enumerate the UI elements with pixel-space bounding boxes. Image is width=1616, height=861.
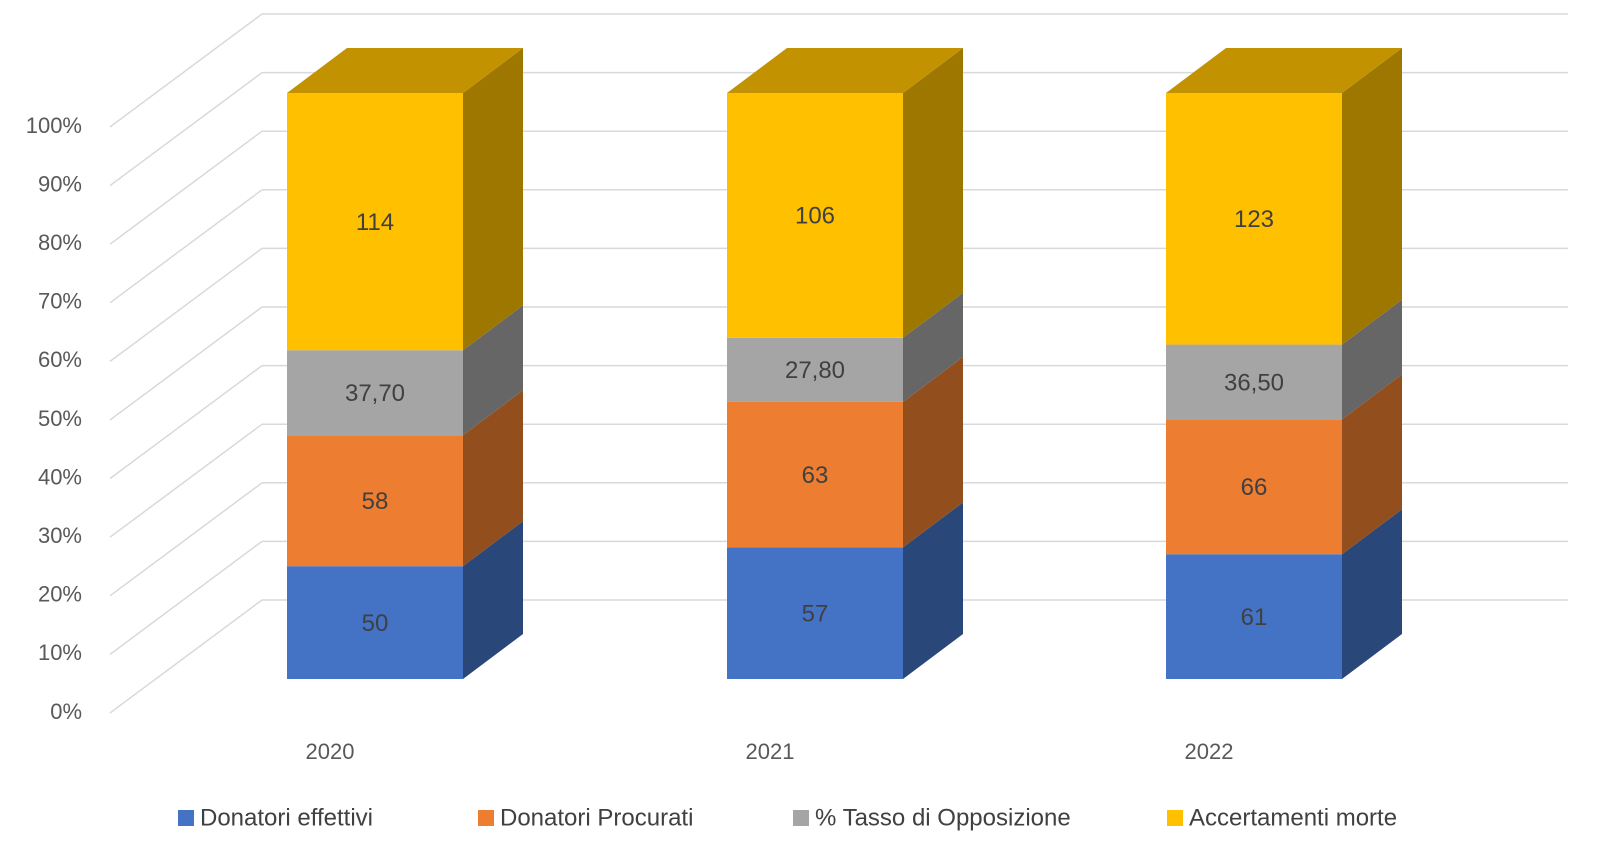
bar [287, 93, 463, 351]
legend-swatch [178, 810, 194, 826]
data-label: 63 [802, 462, 829, 489]
legend-label: Donatori effettivi [200, 804, 373, 831]
data-label: 58 [362, 488, 389, 515]
grid-line [109, 71, 263, 187]
x-tick-label: 2022 [1185, 739, 1234, 764]
y-tick-label: 20% [38, 582, 82, 607]
bar-side [463, 390, 523, 567]
grid-line [109, 13, 263, 128]
y-tick-label: 70% [38, 289, 82, 314]
data-label: 114 [356, 209, 394, 236]
bar [727, 401, 903, 548]
bar-top [287, 48, 523, 93]
data-label: 50 [362, 610, 389, 637]
bar [1166, 419, 1342, 555]
grid-line [109, 130, 263, 245]
data-label: 106 [795, 203, 835, 230]
legend-swatch [478, 810, 494, 826]
x-tick-label: 2021 [746, 739, 795, 764]
data-label: 61 [1241, 604, 1268, 631]
data-label: 27,80 [785, 357, 845, 384]
legend-label: Accertamenti morte [1189, 804, 1397, 831]
bar-side [1342, 48, 1402, 345]
bar-side [1342, 374, 1402, 555]
grid-line [109, 423, 263, 538]
legend-swatch [1167, 810, 1183, 826]
grid-line [109, 306, 263, 421]
bar [287, 566, 463, 679]
bar [287, 435, 463, 567]
legend-label: Donatori Procurati [500, 804, 693, 831]
bar-side [1342, 509, 1402, 679]
y-tick-label: 90% [38, 171, 82, 196]
y-tick-label: 10% [38, 640, 82, 665]
bar-side [463, 48, 523, 351]
grid-line [109, 482, 263, 597]
data-label: 36,50 [1224, 369, 1284, 396]
y-tick-label: 0% [50, 699, 82, 724]
bar-side [1342, 299, 1402, 420]
y-tick-label: 60% [38, 347, 82, 372]
grid-line [109, 540, 263, 656]
y-tick-label: 50% [38, 406, 82, 431]
data-label: 123 [1234, 206, 1274, 233]
bar [727, 93, 903, 338]
data-label: 57 [802, 601, 829, 628]
y-tick-label: 30% [38, 523, 82, 548]
bar [1166, 344, 1342, 420]
bar-side [463, 305, 523, 436]
bar-top [1166, 48, 1402, 93]
bar [1166, 93, 1342, 345]
y-tick-label: 80% [38, 230, 82, 255]
bar-top [727, 48, 963, 93]
bar-side [463, 521, 523, 679]
bar [727, 547, 903, 679]
legend-swatch [793, 810, 809, 826]
bar-side [903, 292, 963, 402]
bar-side [903, 356, 963, 548]
bar [287, 350, 463, 436]
grid-line [109, 364, 263, 480]
bar [1166, 554, 1342, 679]
grid-line [109, 189, 263, 304]
data-label: 66 [1241, 474, 1268, 501]
grid-line [109, 247, 263, 363]
bar-side [903, 502, 963, 679]
x-tick-label: 2020 [306, 739, 355, 764]
bar [727, 337, 903, 402]
legend-label: % Tasso di Opposizione [815, 804, 1071, 831]
data-label: 37,70 [345, 380, 405, 407]
y-tick-label: 40% [38, 464, 82, 489]
y-tick-label: 100% [26, 113, 82, 138]
bar-side [903, 48, 963, 338]
grid-line [109, 599, 263, 714]
